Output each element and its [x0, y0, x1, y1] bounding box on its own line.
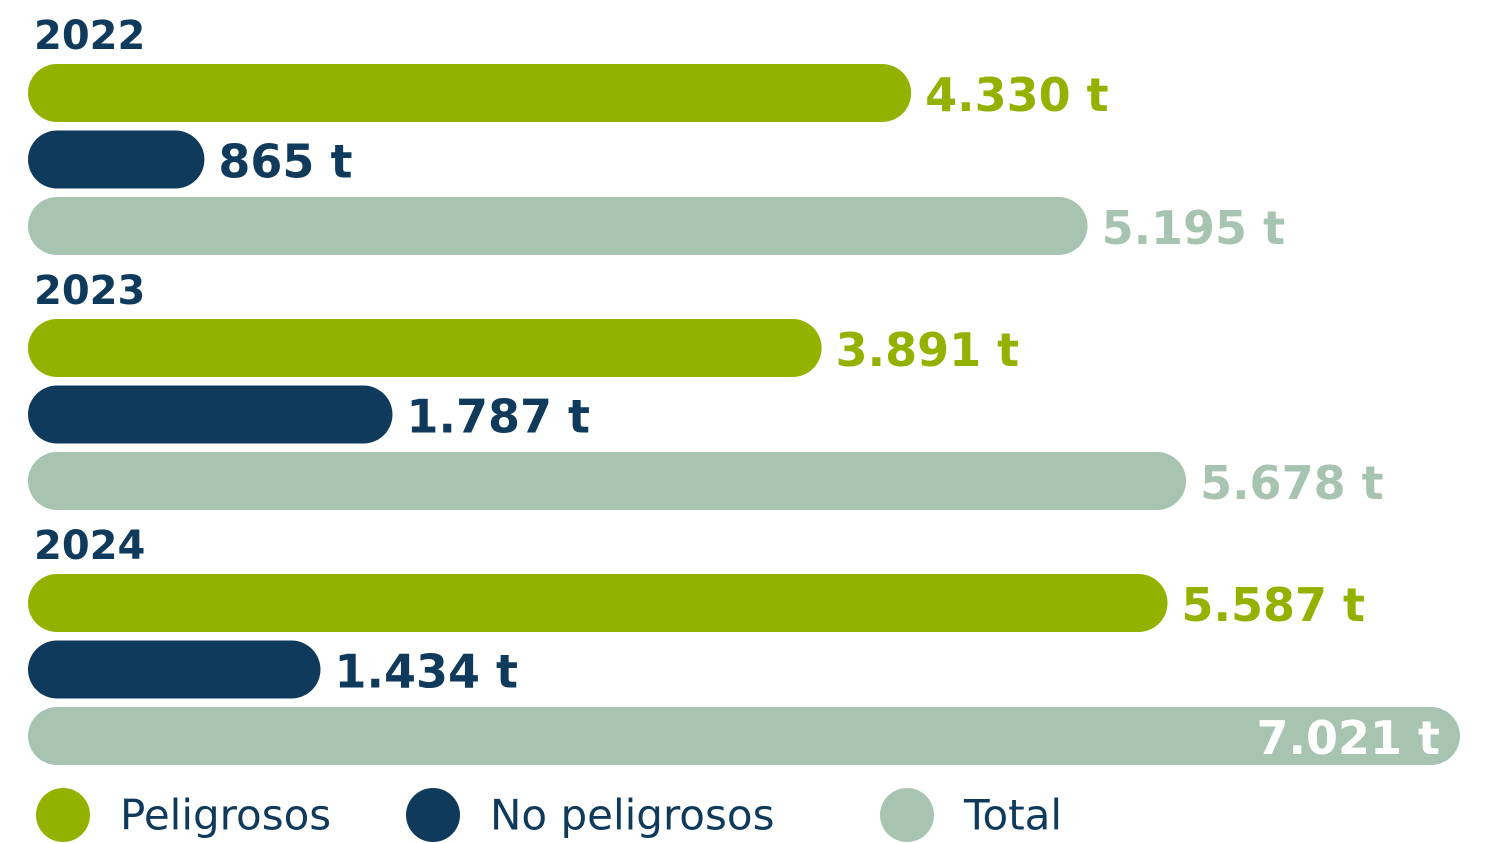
- legend-label: Peligrosos: [120, 791, 331, 840]
- legend-swatch: [406, 788, 460, 842]
- value-label: 1.434 t: [334, 645, 518, 699]
- bar: [28, 197, 1088, 255]
- category-label: 2024: [34, 523, 145, 569]
- value-label: 3.891 t: [836, 323, 1020, 377]
- bar: [28, 640, 321, 699]
- legend-label: No peligrosos: [490, 791, 774, 840]
- value-label: 1.787 t: [406, 390, 590, 444]
- bar: [28, 319, 822, 377]
- bar: [28, 707, 1460, 765]
- legend-swatch: [880, 788, 934, 842]
- bar: [28, 452, 1187, 510]
- value-label: 7.021 t: [1256, 711, 1440, 765]
- value-label: 5.678 t: [1200, 456, 1384, 510]
- bar: [28, 130, 205, 189]
- bar: [28, 64, 912, 122]
- category-label: 2022: [34, 13, 145, 59]
- value-label: 5.195 t: [1102, 201, 1286, 255]
- legend-label: Total: [963, 791, 1062, 840]
- bar: [28, 574, 1168, 632]
- category-label: 2023: [34, 268, 145, 314]
- legend-swatch: [36, 788, 90, 842]
- value-label: 4.330 t: [925, 68, 1109, 122]
- bar: [28, 385, 393, 444]
- value-label: 5.587 t: [1182, 578, 1366, 632]
- value-label: 865 t: [218, 135, 352, 189]
